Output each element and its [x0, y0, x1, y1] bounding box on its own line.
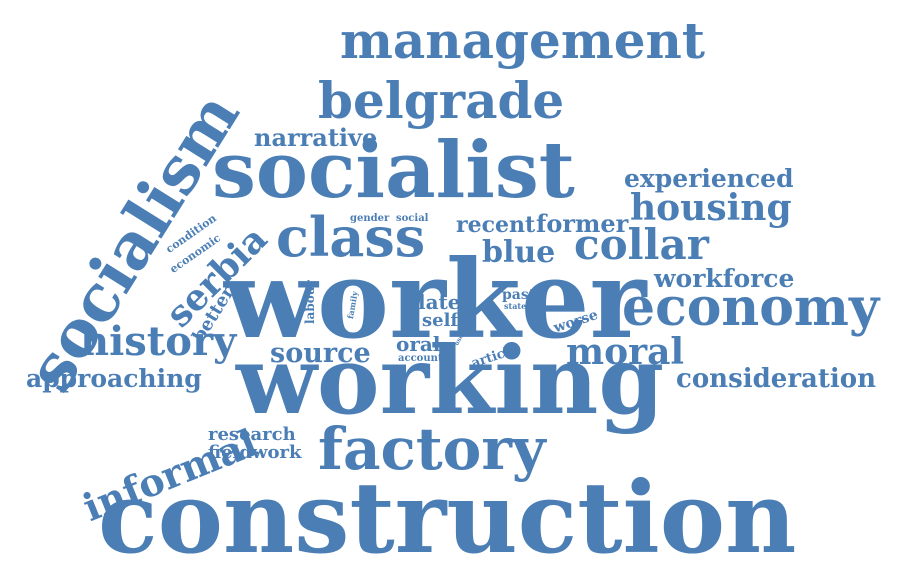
word-former: former — [536, 209, 629, 238]
word-moral: moral — [566, 331, 685, 373]
word-management: management — [340, 11, 705, 70]
word-consideration: consideration — [676, 364, 876, 394]
word-housing: housing — [630, 187, 792, 229]
word-narrative: narrative — [254, 123, 378, 152]
word-approaching: approaching — [26, 364, 202, 393]
word-self: self — [422, 310, 459, 331]
word-socialist: socialist — [212, 125, 575, 216]
word-history: history — [80, 318, 237, 365]
word-economy: economy — [622, 277, 880, 338]
word-blue: blue — [482, 235, 556, 270]
word-past: past — [502, 287, 536, 303]
word-late: late — [418, 290, 461, 314]
word-workforce: workforce — [654, 264, 795, 293]
word-social: social — [396, 213, 429, 224]
word-factory: factory — [318, 415, 546, 483]
word-gender: gender — [350, 213, 390, 224]
word-research: research — [208, 424, 296, 445]
word-construction: construction — [98, 461, 797, 562]
word-account: account — [398, 353, 443, 364]
word-working: working — [236, 326, 665, 436]
word-labour: labour — [303, 280, 317, 324]
word-collar: collar — [574, 220, 709, 269]
word-recent: recent — [456, 212, 536, 238]
word-class: class — [276, 205, 426, 269]
word-source: source — [270, 338, 371, 369]
word-experienced: experienced — [624, 164, 794, 193]
word-state: state — [504, 301, 527, 311]
word-worker: worker — [224, 237, 647, 363]
word-fieldwork: fieldwork — [208, 442, 302, 463]
word-belgrade: belgrade — [318, 71, 565, 130]
word-oral: oral — [396, 332, 441, 356]
